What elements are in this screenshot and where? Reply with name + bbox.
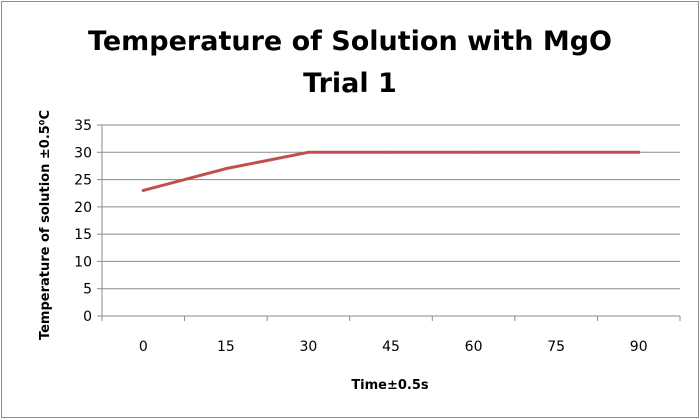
y-tick-label: 35 xyxy=(74,118,92,134)
data-point xyxy=(306,150,310,154)
y-tick-label: 0 xyxy=(83,309,92,325)
data-point xyxy=(637,150,641,154)
y-tick-label: 5 xyxy=(83,282,92,298)
y-tick-label: 25 xyxy=(74,173,92,189)
x-tick-label: 30 xyxy=(300,339,318,355)
y-tick-label: 20 xyxy=(74,200,92,216)
data-point xyxy=(141,188,145,192)
y-tick-label: 15 xyxy=(74,227,92,243)
x-tick-label: 0 xyxy=(139,339,148,355)
x-tick-label: 60 xyxy=(465,339,483,355)
x-axis-title: Time±0.5s xyxy=(351,378,429,393)
axes xyxy=(97,124,681,321)
gridlines xyxy=(102,124,680,290)
y-tick-labels: 0 5 10 15 20 25 30 35 xyxy=(74,118,92,325)
series-layer xyxy=(141,150,641,192)
y-tick-label: 30 xyxy=(74,145,92,161)
x-tick-labels: 0 15 30 45 60 75 90 xyxy=(139,339,648,355)
y-tick-label: 10 xyxy=(74,254,92,270)
data-point xyxy=(472,150,476,154)
chart-title-line-1: Temperature of Solution with MgO xyxy=(88,26,612,57)
x-tick-label: 15 xyxy=(217,339,235,355)
data-point xyxy=(554,150,558,154)
chart-title-line-2: Trial 1 xyxy=(303,68,397,99)
x-tick-label: 90 xyxy=(630,339,648,355)
x-tick-label: 75 xyxy=(547,339,565,355)
series-line-0 xyxy=(141,150,641,192)
data-point xyxy=(389,150,393,154)
y-axis-title: Temperature of solution ±0.5⁰C xyxy=(38,110,53,340)
x-tick-label: 45 xyxy=(382,339,400,355)
data-point xyxy=(224,167,228,171)
